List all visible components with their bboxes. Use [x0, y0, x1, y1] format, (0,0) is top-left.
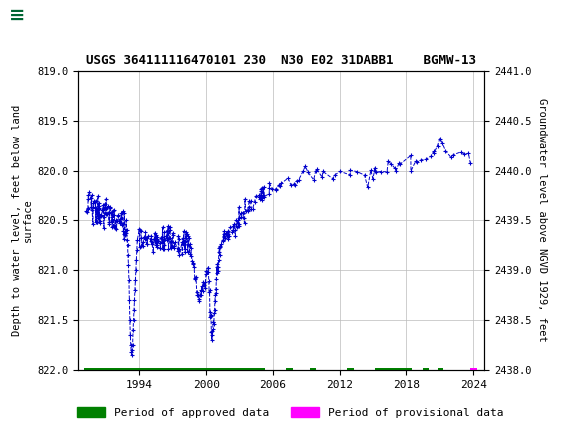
Y-axis label: Depth to water level, feet below land
surface: Depth to water level, feet below land su… [12, 105, 33, 336]
Text: ≡: ≡ [9, 6, 25, 25]
Y-axis label: Groundwater level above NGVD 1929, feet: Groundwater level above NGVD 1929, feet [537, 98, 547, 342]
Legend: Period of approved data, Period of provisional data: Period of approved data, Period of provi… [72, 403, 508, 422]
FancyBboxPatch shape [7, 4, 45, 27]
Title: USGS 364111116470101 230  N30 E02 31DABB1    BGMW-13: USGS 364111116470101 230 N30 E02 31DABB1… [86, 54, 476, 67]
Text: USGS: USGS [29, 6, 80, 25]
